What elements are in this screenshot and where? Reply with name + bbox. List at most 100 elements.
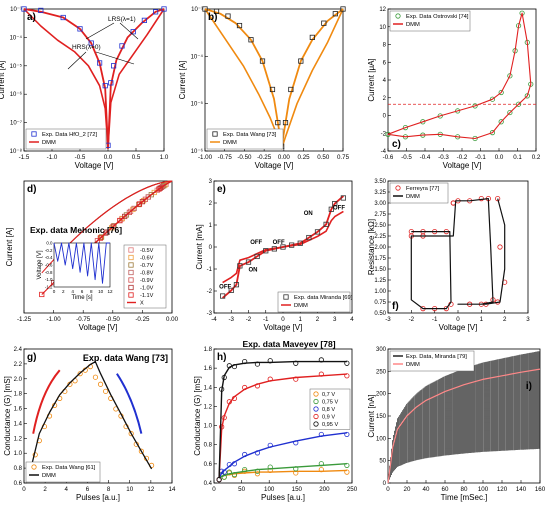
data-point xyxy=(156,186,162,192)
legend-swatch xyxy=(283,294,289,300)
y-tick-label: 1.25 xyxy=(374,278,386,284)
data-point xyxy=(267,442,273,448)
x-tick-label: -0.5 xyxy=(75,154,86,161)
x-tick-label: -1.5 xyxy=(19,154,30,161)
legend-swatch xyxy=(313,413,319,420)
data-point xyxy=(221,469,227,475)
data-point xyxy=(242,451,248,458)
data-point xyxy=(297,240,303,246)
y-tick-label: 10⁻⁴ xyxy=(191,53,204,60)
y-tick-label: 3.25 xyxy=(374,190,386,196)
data-point xyxy=(98,234,104,241)
x-tick-label: -0.5 xyxy=(401,154,412,161)
data-point xyxy=(21,6,27,12)
panel-label: c) xyxy=(392,139,401,150)
y-axis-label: Conductance (G) [mS] xyxy=(3,376,12,456)
y-tick-label: 10⁻³ xyxy=(10,7,22,13)
data-point xyxy=(293,376,299,382)
x-tick-label: 8 xyxy=(107,486,111,493)
x-tick-label: -2 xyxy=(409,316,415,323)
x-tick-label: 1.0 xyxy=(160,154,169,161)
plot-frame xyxy=(23,8,165,152)
x-tick-label: -1 xyxy=(432,316,438,323)
inset-y-tick-label: -1.2 xyxy=(45,285,53,290)
chart-title: Exp. data Mehonic [76] xyxy=(30,225,122,235)
x-tick-label: 0.5 xyxy=(132,154,141,161)
panel-label: h) xyxy=(217,352,226,363)
data-point xyxy=(314,229,321,235)
y-tick-label: 10⁻⁵ xyxy=(191,101,204,108)
x-axis-label: Voltage [V] xyxy=(443,161,482,170)
y-tick-label: 10⁻⁶ xyxy=(10,91,23,98)
data-point xyxy=(88,40,94,46)
y-tick-label: -2 xyxy=(207,289,213,295)
data-point xyxy=(254,471,261,477)
y-tick-label: 1.6 xyxy=(14,407,23,413)
inset-y-tick-label: -1.0 xyxy=(45,277,53,282)
x-tick-label: -1.00 xyxy=(47,316,62,323)
x-tick-label: -3 xyxy=(385,316,391,323)
panel-label: e) xyxy=(217,184,226,195)
data-point xyxy=(267,358,273,364)
data-point xyxy=(77,371,83,377)
inset-x-tick-label: 12 xyxy=(107,289,113,294)
legend-entry: DMM xyxy=(406,22,420,28)
data-point xyxy=(306,234,312,241)
y-tick-label: 1.8 xyxy=(14,392,23,398)
panel-c: -0.6 -0.5 -0.4 -0.3 -0.2 -0.1 0.0 0.1 0.2 -4 -2 0 2 4… xyxy=(367,7,541,170)
data-point xyxy=(293,466,299,472)
data-point xyxy=(111,63,117,69)
series-line xyxy=(218,432,347,479)
y-tick-label: 8 xyxy=(383,43,387,49)
x-tick-label: 4 xyxy=(65,486,69,493)
data-point xyxy=(289,242,295,248)
data-point xyxy=(38,7,44,14)
data-point xyxy=(152,9,159,15)
x-tick-label: 0.50 xyxy=(317,154,330,161)
y-tick-label: 1.8 xyxy=(204,347,213,353)
legend-box xyxy=(277,291,351,313)
chart-title: Exp. data Maveyev [78] xyxy=(242,339,335,349)
y-tick-label: 0 xyxy=(209,245,213,251)
data-point xyxy=(231,363,238,370)
x-axis-label: Voltage [V] xyxy=(439,323,478,332)
x-tick-label: 0.2 xyxy=(532,154,541,161)
data-point xyxy=(498,89,504,96)
x-tick-label: 0.75 xyxy=(337,154,350,161)
x-tick-label: -0.2 xyxy=(457,154,468,161)
legend-swatch xyxy=(31,131,37,137)
data-point xyxy=(104,229,110,235)
x-tick-label: 0 xyxy=(281,316,285,323)
x-tick-label: 60 xyxy=(442,486,449,493)
data-point xyxy=(318,371,324,377)
x-axis-label: Pulses [a.u.] xyxy=(261,493,305,502)
y-tick-label: 1.0 xyxy=(14,451,23,457)
data-point xyxy=(254,383,261,389)
x-tick-label: -4 xyxy=(211,316,217,323)
y-tick-label: 300 xyxy=(376,347,387,353)
legend-swatch xyxy=(128,277,134,283)
y-tick-label: 1.75 xyxy=(374,256,386,262)
series-line xyxy=(218,360,347,479)
data-point xyxy=(60,14,66,21)
y-tick-label: -1 xyxy=(207,267,213,273)
panel-g: 0 2 4 6 8 10 12 14 0.6 0.8 1.0 1.2 1.4 1.6 1.8 2.0 2.2 2.… xyxy=(3,347,176,502)
inset-y-tick-label: -0.4 xyxy=(45,255,53,260)
data-point xyxy=(221,474,227,480)
legend-swatch xyxy=(313,421,319,427)
data-point xyxy=(117,217,123,224)
data-point xyxy=(130,206,136,213)
data-point xyxy=(323,221,329,227)
data-point xyxy=(136,201,143,207)
y-tick-label: 100 xyxy=(376,436,387,442)
data-point xyxy=(228,287,234,293)
series-line xyxy=(387,12,532,140)
x-tick-label: 20 xyxy=(404,486,411,493)
y-tick-label: 3.00 xyxy=(374,201,386,207)
legend-entry: -0.8V xyxy=(140,271,154,277)
y-tick-label: -4 xyxy=(381,149,387,155)
data-point xyxy=(497,244,503,250)
y-tick-label: 0 xyxy=(383,114,387,120)
